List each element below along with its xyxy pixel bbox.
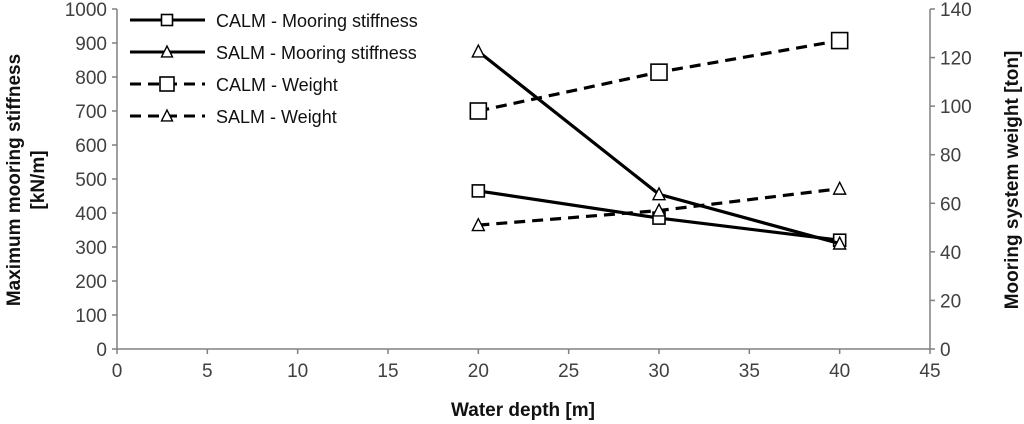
legend-label: CALM - Mooring stiffness	[216, 11, 418, 31]
right-y-tick-label: 100	[940, 97, 972, 118]
data-point	[471, 217, 486, 232]
data-point	[832, 235, 847, 250]
left-y-tick-label: 400	[75, 204, 107, 225]
data-point	[832, 180, 847, 195]
right-y-tick-label: 60	[940, 194, 961, 215]
right-y-tick-label: 80	[940, 146, 961, 167]
series-3	[469, 31, 849, 120]
right-y-tick-label: 20	[940, 291, 961, 312]
data-point	[650, 63, 668, 81]
left-y-axis-title-line-2: [kN/m]	[28, 150, 49, 209]
data-point	[651, 186, 667, 201]
left-y-tick-label: 700	[75, 102, 107, 123]
left-y-tick-label: 800	[75, 68, 107, 89]
legend-entry: SALM - Mooring stiffness	[130, 43, 417, 63]
left-y-tick-label: 600	[75, 136, 107, 157]
legend-marker	[160, 108, 174, 122]
data-point	[471, 184, 486, 198]
x-axis-title: Water depth [m]	[451, 400, 595, 421]
x-tick-label: 20	[468, 361, 489, 382]
x-tick-label: 25	[558, 361, 579, 382]
right-y-tick-label: 120	[940, 49, 972, 70]
series-4	[471, 180, 847, 232]
legend-entry: CALM - Mooring stiffness	[130, 11, 418, 31]
legend: CALM - Mooring stiffness SALM - Mooring s…	[130, 11, 418, 127]
data-point	[471, 43, 486, 58]
right-y-axis-title: Mooring system weight [ton]	[1002, 51, 1023, 310]
left-y-tick-label: 200	[75, 272, 107, 293]
legend-label: SALM - Mooring stiffness	[216, 43, 417, 63]
left-y-tick-label: 100	[75, 306, 107, 327]
x-tick-label: 40	[829, 361, 850, 382]
x-tick-label: 5	[202, 361, 213, 382]
left-y-tick-label: 500	[75, 170, 107, 191]
data-point	[830, 31, 849, 50]
legend-marker	[160, 13, 174, 27]
x-tick-label: 45	[919, 361, 940, 382]
data-point	[469, 102, 488, 120]
left-y-axis-title-line-1: Maximum mooring stiffness	[4, 54, 25, 306]
legend-label: CALM - Weight	[216, 75, 338, 95]
data-point	[651, 202, 667, 217]
x-tick-label: 10	[287, 361, 308, 382]
left-y-tick-label: 900	[75, 34, 107, 55]
legend-marker	[160, 44, 174, 58]
x-tick-label: 15	[377, 361, 398, 382]
right-y-tick-label: 40	[940, 243, 961, 264]
series-layer	[469, 31, 849, 250]
legend-marker	[159, 76, 175, 92]
x-tick-label: 0	[112, 361, 123, 382]
legend-entry: CALM - Weight	[130, 75, 338, 95]
left-y-tick-label: 300	[75, 238, 107, 259]
x-tick-label: 35	[739, 361, 760, 382]
x-tick-label: 30	[648, 361, 669, 382]
ticks-layer: 0 5 10 15 20 25 30 35 40 450100200300400500600700…	[65, 0, 972, 382]
right-y-tick-label: 140	[940, 0, 972, 21]
left-y-tick-label: 1000	[65, 0, 107, 21]
legend-label: SALM - Weight	[216, 107, 337, 127]
right-y-tick-label: 0	[940, 340, 951, 361]
legend-entry: SALM - Weight	[130, 107, 337, 127]
left-y-tick-label: 0	[96, 340, 107, 361]
